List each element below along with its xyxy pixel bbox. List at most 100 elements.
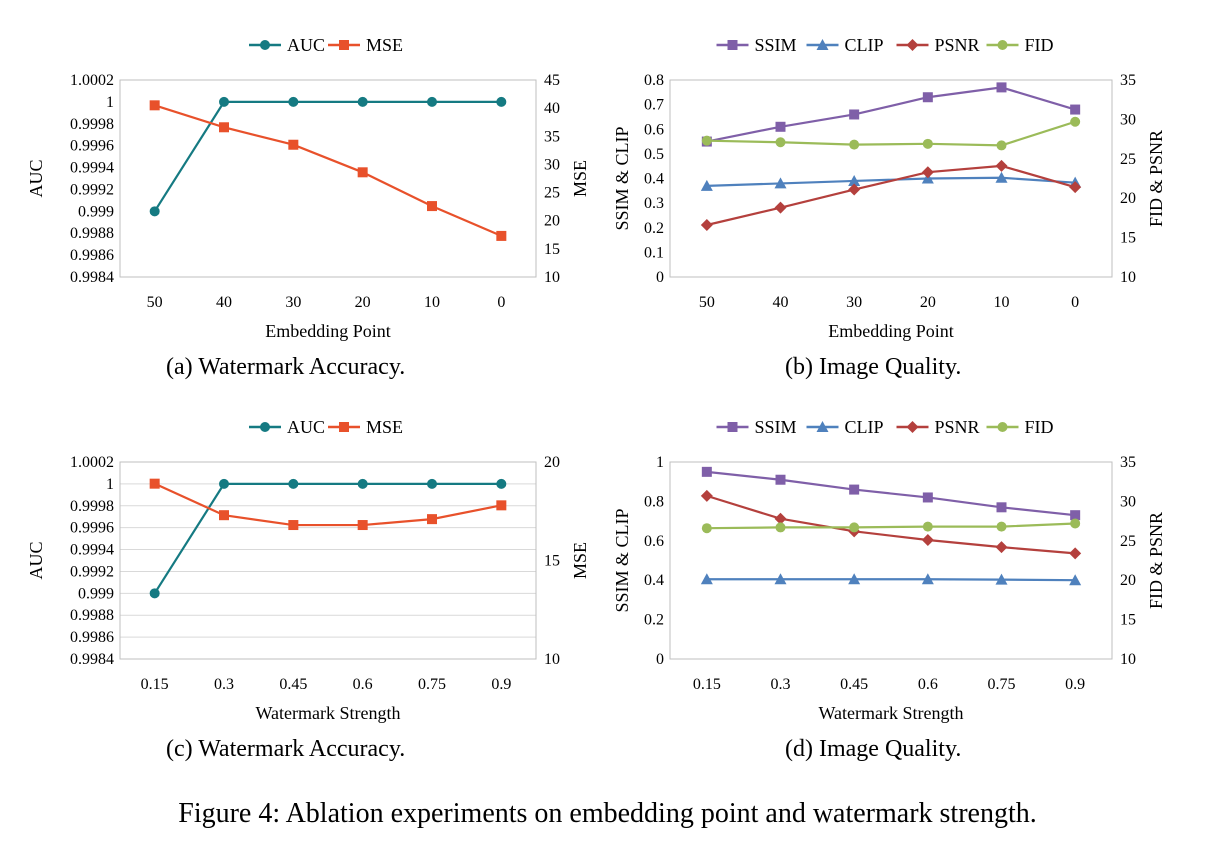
series-line (706, 176, 1076, 187)
left-axis-title: SSIM & CLIP (612, 126, 632, 230)
left-tick-label: 0 (656, 651, 664, 668)
chart-d-svg: 0 0.2 0.4 0.6 0.8 1 10 15 20 25 30 35 0.15 0.3 0.45 0.6… (612, 417, 1166, 723)
data-point (774, 512, 787, 525)
left-tick-label: 0.5 (644, 146, 664, 163)
x-tick-label: 0.9 (491, 676, 511, 693)
x-tick-label: 0.3 (771, 676, 791, 693)
data-point (496, 96, 507, 107)
series-mse (149, 478, 507, 531)
right-tick-label: 15 (1120, 612, 1136, 629)
legend-label: CLIP (845, 417, 884, 437)
right-tick-label: 25 (544, 185, 560, 202)
series-line (706, 120, 1076, 147)
data-point (1069, 547, 1082, 560)
data-point (995, 159, 1008, 172)
data-point (995, 541, 1008, 554)
data-point (849, 484, 860, 495)
left-tick-label: 0.6 (644, 121, 664, 138)
legend-label: CLIP (845, 35, 884, 55)
x-tick-label: 0.15 (693, 676, 721, 693)
legend-label: MSE (366, 417, 403, 437)
data-point (701, 135, 712, 146)
right-tick-label: 25 (1120, 151, 1136, 168)
left-tick-label: 0.9984 (70, 651, 114, 668)
data-point (775, 121, 786, 132)
chart-c-svg: 0.9984 0.9986 0.9988 0.999 0.9992 0.9994 0.999… (26, 417, 590, 723)
data-point (996, 82, 1007, 93)
legend-marker (997, 40, 1008, 50)
left-tick-label: 0.9986 (70, 629, 114, 646)
x-tick-label: 20 (920, 294, 936, 311)
left-tick-label: 0.999 (78, 585, 114, 602)
legend-marker (260, 422, 270, 432)
data-point (496, 500, 507, 511)
data-point (427, 478, 437, 489)
data-point (1070, 510, 1081, 521)
data-point (357, 520, 368, 531)
caption-c: (c) Watermark Accuracy. (166, 736, 406, 762)
data-point (775, 474, 786, 485)
legend-marker (906, 39, 919, 51)
right-tick-label: 30 (1120, 111, 1136, 128)
left-tick-label: 0.4 (644, 572, 664, 589)
left-tick-label: 0.9996 (70, 138, 114, 155)
data-point (496, 478, 507, 489)
right-tick-label: 35 (1120, 72, 1136, 89)
legend-label: SSIM (755, 35, 797, 55)
data-point (357, 96, 368, 107)
left-tick-label: 0.9994 (70, 542, 114, 559)
right-tick-label: 20 (544, 454, 560, 471)
data-point (219, 96, 229, 107)
chart-b-svg: 0 0.1 0.2 0.3 0.4 0.5 0.6 0.7 0.8 10 15 20 25 30 35 50 4… (612, 35, 1166, 341)
left-axis-title: AUC (26, 541, 46, 579)
x-tick-label: 10 (994, 294, 1010, 311)
data-point (775, 522, 786, 533)
data-point (774, 573, 787, 585)
data-point (775, 137, 786, 148)
right-tick-label: 20 (1120, 572, 1136, 589)
x-tick-label: 0.75 (418, 676, 446, 693)
series-line (706, 86, 1076, 143)
data-point (921, 534, 934, 547)
data-point (995, 171, 1008, 183)
left-tick-label: 1 (106, 476, 114, 493)
series-line (153, 482, 502, 594)
data-point (288, 478, 299, 489)
series-line (153, 100, 502, 212)
legend-marker (727, 40, 738, 50)
legend: AUC MSE (249, 35, 403, 55)
series-line (154, 482, 502, 527)
left-tick-label: 0.9992 (70, 181, 114, 198)
data-point (996, 140, 1007, 151)
plot-area-frame (669, 461, 1113, 660)
caption-a: (a) Watermark Accuracy. (166, 354, 406, 380)
data-point (921, 166, 934, 179)
legend-marker (816, 421, 829, 432)
right-tick-label: 10 (544, 651, 560, 668)
data-point (922, 492, 933, 503)
data-point (922, 521, 933, 532)
data-point (288, 96, 299, 107)
right-tick-label: 15 (544, 241, 560, 258)
x-tick-label: 30 (285, 294, 301, 311)
x-tick-label: 40 (773, 294, 789, 311)
legend: SSIM CLIP PSNR FID (716, 35, 1054, 55)
left-tick-label: 0.3 (644, 195, 664, 212)
legend-label: AUC (287, 417, 325, 437)
caption-b: (b) Image Quality. (785, 354, 962, 380)
left-tick-label: 1.0002 (70, 454, 114, 471)
data-point (700, 489, 713, 502)
x-axis-title: Watermark Strength (818, 703, 963, 723)
legend: SSIM CLIP PSNR FID (716, 417, 1054, 437)
data-point (288, 139, 299, 150)
left-tick-label: 0.8 (644, 493, 664, 510)
right-axis-title: MSE (570, 160, 590, 197)
plot-area-frame (119, 461, 537, 660)
caption-d: (d) Image Quality. (785, 736, 962, 762)
x-tick-label: 0.75 (988, 676, 1016, 693)
data-point (219, 122, 229, 133)
left-tick-label: 0.9992 (70, 563, 114, 580)
right-tick-label: 10 (1120, 269, 1136, 286)
x-tick-label: 0.9 (1065, 676, 1085, 693)
panel-b-image-quality: 0 0.1 0.2 0.3 0.4 0.5 0.6 0.7 0.8 10 15 20 25 30 35 50 4… (600, 15, 1200, 395)
